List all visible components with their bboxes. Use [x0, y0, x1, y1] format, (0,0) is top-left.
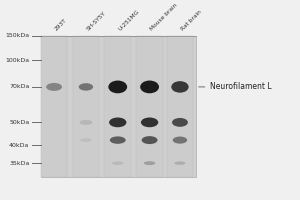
Ellipse shape	[175, 161, 185, 165]
Ellipse shape	[108, 81, 127, 93]
Ellipse shape	[46, 83, 62, 91]
Text: 40kDa: 40kDa	[9, 143, 29, 148]
Ellipse shape	[140, 81, 159, 93]
Ellipse shape	[172, 118, 188, 127]
Text: 293T: 293T	[54, 18, 68, 32]
Ellipse shape	[110, 136, 126, 144]
Text: Mouse brain: Mouse brain	[150, 3, 179, 32]
Text: 35kDa: 35kDa	[9, 161, 29, 166]
Ellipse shape	[144, 161, 155, 165]
Ellipse shape	[173, 137, 187, 144]
Text: Neurofilament L: Neurofilament L	[199, 82, 272, 91]
Ellipse shape	[171, 81, 189, 93]
Ellipse shape	[112, 161, 124, 165]
Text: 50kDa: 50kDa	[9, 120, 29, 125]
Text: Rat brain: Rat brain	[180, 10, 203, 32]
Text: 70kDa: 70kDa	[9, 84, 29, 89]
Text: 150kDa: 150kDa	[5, 33, 29, 38]
Ellipse shape	[109, 117, 126, 127]
FancyBboxPatch shape	[41, 36, 196, 177]
FancyBboxPatch shape	[167, 36, 193, 177]
FancyBboxPatch shape	[41, 36, 68, 177]
FancyBboxPatch shape	[73, 36, 99, 177]
Ellipse shape	[142, 136, 158, 144]
FancyBboxPatch shape	[104, 36, 131, 177]
Ellipse shape	[80, 138, 92, 142]
Text: 100kDa: 100kDa	[5, 58, 29, 63]
Text: U-251MG: U-251MG	[118, 9, 141, 32]
Ellipse shape	[141, 117, 158, 127]
FancyBboxPatch shape	[136, 36, 163, 177]
Ellipse shape	[79, 83, 93, 91]
Ellipse shape	[80, 120, 92, 125]
Text: SH-SY5Y: SH-SY5Y	[86, 11, 107, 32]
